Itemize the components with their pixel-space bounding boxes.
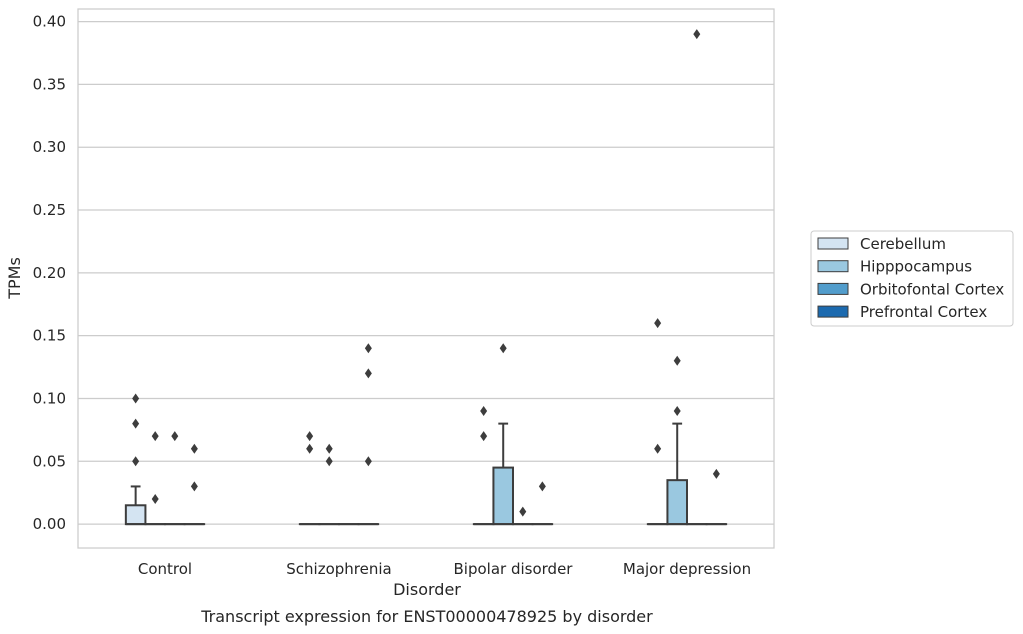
outlier-point bbox=[673, 355, 681, 366]
outlier-point bbox=[190, 443, 198, 454]
x-tick-label: Major depression bbox=[623, 560, 751, 578]
legend-label: Orbitofontal Cortex bbox=[860, 280, 1004, 298]
y-axis-ticks: 0.00 0.05 0.10 0.15 0.20 0.25 0.30 0.35 0.40 bbox=[33, 13, 66, 534]
outlier-point bbox=[132, 393, 140, 404]
x-axis-ticks: Control Schizophrenia Bipolar disorder Majo… bbox=[138, 560, 751, 578]
legend-swatch bbox=[817, 305, 849, 318]
outlier-point bbox=[654, 318, 662, 329]
outlier-point bbox=[190, 481, 198, 492]
outlier-point bbox=[519, 506, 527, 517]
outlier-point bbox=[480, 431, 488, 442]
outlier-point bbox=[306, 443, 314, 454]
box-plot bbox=[183, 443, 206, 526]
outlier-point bbox=[171, 431, 179, 442]
chart-caption: Transcript expression for ENST0000047892… bbox=[200, 607, 653, 626]
outlier-point bbox=[712, 468, 720, 479]
outlier-point bbox=[538, 481, 546, 492]
outlier-point bbox=[673, 406, 681, 417]
box-iqr bbox=[666, 479, 688, 526]
y-tick-label: 0.20 bbox=[33, 264, 66, 282]
box-plot bbox=[144, 431, 167, 526]
box-plot bbox=[124, 393, 147, 526]
box-plot bbox=[705, 468, 728, 526]
legend-label: Hipppocampus bbox=[860, 258, 972, 276]
outlier-point bbox=[132, 418, 140, 429]
outlier-point bbox=[364, 456, 372, 467]
y-tick-label: 0.05 bbox=[33, 452, 66, 470]
x-tick-label: Schizophrenia bbox=[286, 560, 391, 578]
box-iqr bbox=[124, 504, 147, 526]
outlier-point bbox=[306, 431, 314, 442]
y-tick-label: 0.00 bbox=[33, 515, 66, 533]
y-tick-label: 0.25 bbox=[33, 201, 66, 219]
outlier-point bbox=[693, 29, 701, 40]
outlier-point bbox=[499, 343, 507, 354]
outlier-point bbox=[132, 456, 140, 467]
outlier-point bbox=[151, 494, 159, 504]
legend-swatch bbox=[817, 282, 849, 295]
y-tick-label: 0.10 bbox=[33, 389, 66, 407]
outlier-point bbox=[364, 368, 372, 379]
legend-label: Cerebellum bbox=[860, 235, 946, 253]
x-tick-label: Bipolar disorder bbox=[454, 560, 574, 578]
plot-area-frame bbox=[77, 8, 775, 549]
legend-swatch bbox=[817, 260, 849, 273]
box-plot bbox=[666, 355, 688, 526]
y-tick-label: 0.40 bbox=[33, 13, 66, 31]
legend-label: Prefrontal Cortex bbox=[860, 303, 987, 321]
outlier-point bbox=[364, 343, 372, 354]
box-plot bbox=[318, 443, 340, 526]
legend-swatch bbox=[817, 237, 849, 250]
box-plot bbox=[357, 343, 380, 526]
box-plot bbox=[492, 343, 514, 526]
outlier-point bbox=[325, 443, 333, 454]
x-tick-label: Control bbox=[138, 560, 192, 578]
box-plot bbox=[472, 406, 495, 526]
legend: Cerebellum Hipppocampus Orbitofontal Corte… bbox=[810, 230, 1014, 327]
y-tick-label: 0.35 bbox=[33, 75, 66, 93]
outlier-point bbox=[325, 456, 333, 467]
box-iqr bbox=[492, 466, 514, 526]
outlier-point bbox=[151, 431, 159, 442]
outlier-point bbox=[480, 406, 488, 417]
x-axis-label: Disorder bbox=[393, 580, 461, 599]
y-tick-label: 0.30 bbox=[33, 138, 66, 156]
outlier-point bbox=[654, 443, 662, 454]
y-tick-label: 0.15 bbox=[33, 327, 66, 345]
box-plot bbox=[531, 481, 554, 526]
legend-frame bbox=[810, 230, 1014, 327]
y-axis-label: TPMs bbox=[5, 257, 24, 300]
box-plots bbox=[124, 29, 728, 526]
